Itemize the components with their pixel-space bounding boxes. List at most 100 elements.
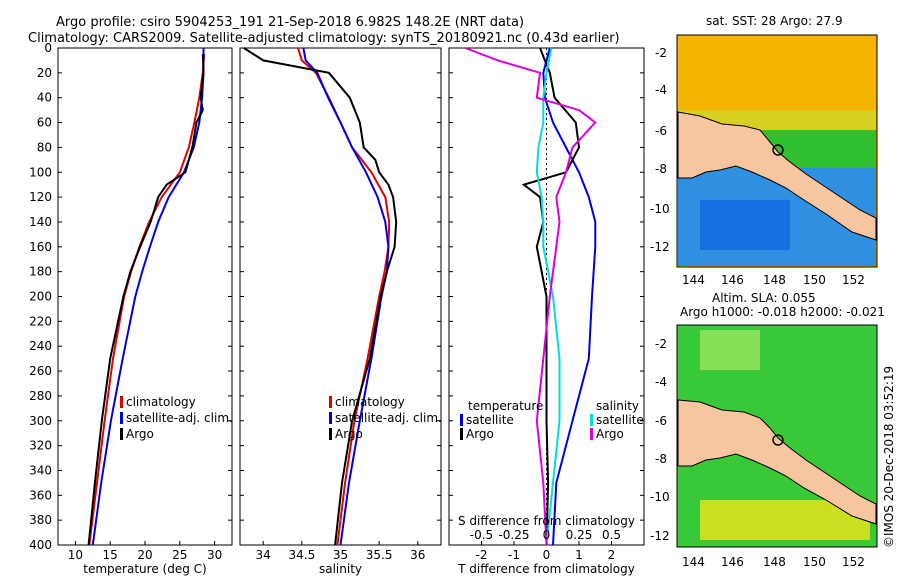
- depth-tick-label: 100: [29, 165, 52, 179]
- temperature-legend-swatch: [120, 428, 123, 440]
- s-legend-label: satellite: [596, 413, 644, 427]
- sst-warm-band: [678, 36, 876, 114]
- difference-panel: -2 -1 0 1 2T difference from climatology temp…: [448, 47, 645, 576]
- salinity-xtick-label: 35.5: [366, 548, 393, 562]
- depth-tick-label: 60: [37, 116, 52, 130]
- sla-land-mass: [677, 399, 877, 525]
- s-difference-xlabel: S difference from climatology: [458, 514, 635, 528]
- sst-ytick: -10: [650, 202, 670, 216]
- sla-map-title-line1: Altim. SLA: 0.055: [712, 291, 816, 305]
- sla-xtick: 146: [721, 555, 744, 569]
- sla-xtick: 148: [763, 555, 786, 569]
- temperature-panel: 10 15 20 25 30020406080100120140160180200220…: [29, 41, 233, 576]
- depth-tick-label: 360: [29, 488, 52, 502]
- salinity-legend-swatch: [329, 428, 332, 440]
- figure-title-line1: Argo profile: csiro 5904253_191 21-Sep-2…: [56, 15, 524, 30]
- depth-tick-label: 220: [29, 314, 52, 328]
- sst-map-title: sat. SST: 28 Argo: 27.9: [706, 14, 843, 28]
- depth-tick-label: 340: [29, 463, 52, 477]
- s-legend-swatch: [590, 428, 593, 440]
- t-legend-label: Argo: [466, 427, 494, 441]
- depth-tick-label: 380: [29, 513, 52, 527]
- temperature-xtick-label: 30: [207, 548, 222, 562]
- t-legend-label: temperature: [468, 399, 543, 413]
- salinity-xlabel: salinity: [319, 562, 362, 576]
- sla-xtick: 150: [803, 555, 826, 569]
- salinity-legend-label: satellite-adj. clim.: [335, 411, 442, 425]
- sst-ytick: -6: [655, 124, 667, 138]
- temperature-xlabel: temperature (deg C): [83, 562, 206, 576]
- sst-map-xticks: 144 146 148 150 152: [682, 273, 865, 287]
- difference-xtick-label: -1: [508, 548, 520, 562]
- difference-xlabel: T difference from climatology: [457, 562, 635, 576]
- sla-ytick: -6: [655, 414, 667, 428]
- s-difference-tick-label: 0.5: [602, 528, 621, 542]
- depth-tick-label: 0: [44, 41, 52, 55]
- depth-tick-label: 300: [29, 414, 52, 428]
- sst-xtick: 152: [842, 273, 865, 287]
- difference-series-t-satellite: [542, 47, 597, 546]
- sst-xtick: 144: [682, 273, 705, 287]
- sla-map-yticks: -2 -4 -6 -8 -10 -12: [650, 337, 670, 543]
- s-difference-tick-label: 0: [543, 528, 551, 542]
- sla-map-title-line2: Argo h1000: -0.018 h2000: -0.021: [680, 305, 885, 319]
- sla-ytick: -12: [650, 529, 670, 543]
- sla-light-patch: [700, 330, 760, 370]
- difference-xtick-label: 2: [608, 548, 616, 562]
- sst-ytick: -8: [655, 162, 667, 176]
- salinity-legend-swatch: [329, 396, 332, 408]
- depth-tick-label: 320: [29, 439, 52, 453]
- temperature-legend-label: Argo: [126, 427, 154, 441]
- depth-tick-label: 240: [29, 339, 52, 353]
- salinity-xtick-label: 34: [256, 548, 271, 562]
- sla-argo-location: [772, 434, 784, 446]
- temperature-xtick-label: 15: [103, 548, 118, 562]
- s-legend-label: Argo: [596, 427, 624, 441]
- salinity-xtick-label: 36: [410, 548, 425, 562]
- sst-xtick: 150: [803, 273, 826, 287]
- temperature-xtick-label: 20: [137, 548, 152, 562]
- depth-tick-label: 40: [37, 91, 52, 105]
- sst-map: sat. SST: 28 Argo: 27.9 -2 -4 -6 -8 -10 …: [650, 14, 878, 287]
- salinity-panel: 34 34.5 35 35.5 36 salinity climatology satelli…: [239, 47, 442, 576]
- sla-ytick: -8: [655, 452, 667, 466]
- sla-xtick: 144: [682, 555, 705, 569]
- temperature-series-argo: [87, 54, 205, 546]
- salinity-xtick-label: 35: [333, 548, 348, 562]
- temperature-legend-swatch: [120, 412, 123, 424]
- sla-map-xticks: 144 146 148 150 152: [682, 555, 865, 569]
- salinity-series-satellite-adj-clim-: [302, 47, 390, 546]
- depth-tick-label: 120: [29, 190, 52, 204]
- salinity-frame: [239, 47, 442, 546]
- sst-map-yticks: -2 -4 -6 -8 -10 -12: [650, 46, 670, 254]
- s-legend-swatch: [590, 414, 593, 426]
- temperature-legend-label: climatology: [126, 395, 196, 409]
- depth-tick-label: 180: [29, 265, 52, 279]
- sla-ytick: -2: [655, 337, 667, 351]
- sst-deep-blue-patch: [700, 200, 790, 250]
- temperature-legend-label: satellite-adj. clim.: [126, 411, 233, 425]
- sst-argo-location: [772, 144, 784, 156]
- sla-ytick: -4: [655, 375, 667, 389]
- sla-xtick: 152: [842, 555, 865, 569]
- depth-tick-label: 160: [29, 240, 52, 254]
- salinity-series-argo: [243, 47, 398, 546]
- s-legend-label: salinity: [596, 399, 639, 413]
- s-difference-tick-label: 0.25: [566, 528, 593, 542]
- difference-series-s-satellite: [535, 47, 561, 546]
- t-legend-swatch: [460, 428, 463, 440]
- difference-series-s-argo: [464, 47, 597, 546]
- t-legend-swatch: [460, 414, 463, 426]
- depth-tick-label: 280: [29, 389, 52, 403]
- sst-xtick: 146: [721, 273, 744, 287]
- depth-tick-label: 200: [29, 290, 52, 304]
- temperature-frame: [57, 47, 233, 546]
- difference-xtick-label: 0: [543, 548, 551, 562]
- sla-ytick: -10: [650, 490, 670, 504]
- salinity-legend-label: Argo: [335, 427, 363, 441]
- s-difference-tick-label: -0.25: [498, 528, 529, 542]
- sla-map: Altim. SLA: 0.055 Argo h1000: -0.018 h20…: [650, 291, 885, 569]
- sst-ytick: -4: [655, 83, 667, 97]
- difference-xtick-label: 1: [575, 548, 583, 562]
